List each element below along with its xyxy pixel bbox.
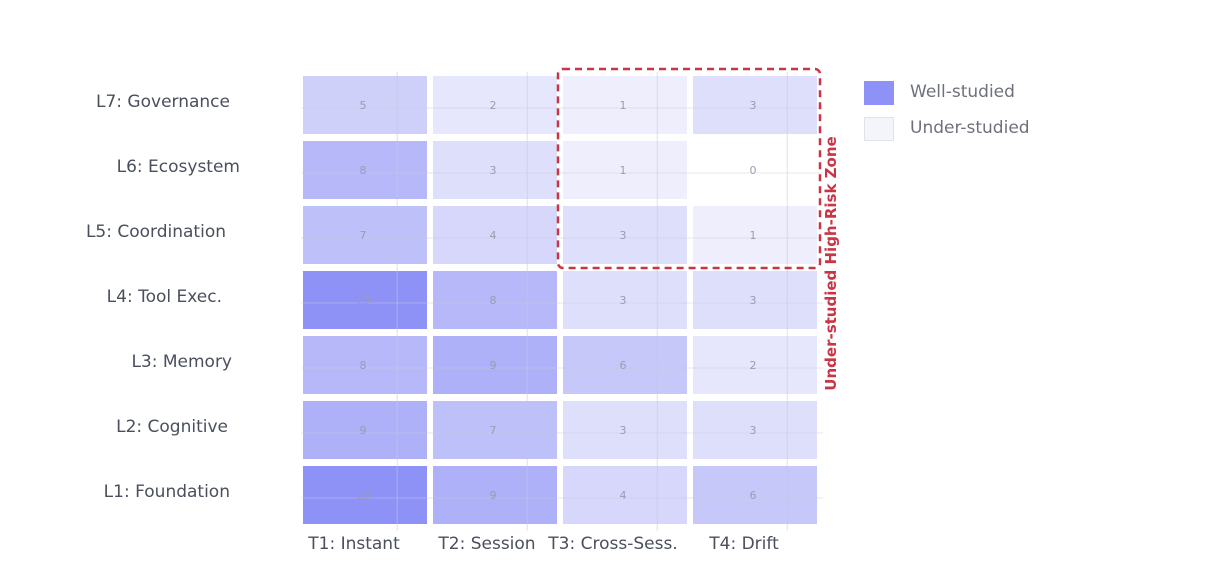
cell-l2-t4 bbox=[693, 401, 817, 459]
column-label: T1: Instant bbox=[308, 534, 400, 554]
value-label: 9 bbox=[360, 424, 367, 437]
value-label: 3 bbox=[750, 424, 757, 437]
row-label: L7: Governance bbox=[96, 92, 230, 112]
value-label: 4 bbox=[490, 229, 497, 242]
value-label: 3 bbox=[750, 99, 757, 112]
value-label: 8 bbox=[360, 359, 367, 372]
cell-l6-t2 bbox=[433, 141, 557, 199]
cell-l5-t4 bbox=[693, 206, 817, 264]
legend-swatch-well-studied bbox=[864, 81, 894, 105]
row-label: L2: Cognitive bbox=[116, 417, 228, 437]
cell-l5-t1 bbox=[303, 206, 427, 264]
value-label: 6 bbox=[750, 489, 757, 502]
row-label: L3: Memory bbox=[131, 352, 232, 372]
value-label: 3 bbox=[620, 294, 627, 307]
column-label: T3: Cross-Sess. bbox=[548, 534, 678, 554]
value-label: 3 bbox=[620, 229, 627, 242]
cell-l3-t1 bbox=[303, 336, 427, 394]
value-label: 2 bbox=[750, 359, 757, 372]
value-label: 8 bbox=[360, 164, 367, 177]
value-label: 1 bbox=[620, 99, 627, 112]
cell-l1-t1 bbox=[303, 466, 427, 524]
cell-l4-t3 bbox=[563, 271, 687, 329]
value-label: 9 bbox=[490, 489, 497, 502]
cell-l1-t2 bbox=[433, 466, 557, 524]
cell-l1-t4 bbox=[693, 466, 817, 524]
value-label: 9 bbox=[490, 359, 497, 372]
column-label: T2: Session bbox=[438, 534, 536, 554]
cell-l7-t4 bbox=[693, 76, 817, 134]
cell-l3-t3 bbox=[563, 336, 687, 394]
legend-label-well-studied: Well-studied bbox=[910, 82, 1015, 102]
cell-l3-t4 bbox=[693, 336, 817, 394]
row-label: L6: Ecosystem bbox=[116, 157, 240, 177]
value-label: 2 bbox=[490, 99, 497, 112]
annotation-box bbox=[556, 67, 822, 270]
cell-l2-t1 bbox=[303, 401, 427, 459]
legend-swatch-under-studied bbox=[864, 117, 894, 141]
value-label: 7 bbox=[490, 424, 497, 437]
cell-l7-t3 bbox=[563, 76, 687, 134]
grid-lines bbox=[301, 72, 823, 531]
value-label: 7 bbox=[360, 229, 367, 242]
cell-l3-t2 bbox=[433, 336, 557, 394]
cell-l5-t3 bbox=[563, 206, 687, 264]
cell-l4-t4 bbox=[693, 271, 817, 329]
value-label: 6 bbox=[620, 359, 627, 372]
legend-label-under-studied: Under-studied bbox=[910, 118, 1030, 138]
cell-l1-t3 bbox=[563, 466, 687, 524]
cell-l6-t3 bbox=[563, 141, 687, 199]
cell-l7-t1 bbox=[303, 76, 427, 134]
cell-l6-t1 bbox=[303, 141, 427, 199]
value-label: 3 bbox=[620, 424, 627, 437]
cell-l2-t3 bbox=[563, 401, 687, 459]
cell-l7-t2 bbox=[433, 76, 557, 134]
value-label: 3 bbox=[750, 294, 757, 307]
column-label: T4: Drift bbox=[709, 534, 779, 554]
row-label: L5: Coordination bbox=[85, 222, 226, 242]
row-label: L1: Foundation bbox=[103, 482, 230, 502]
value-label: 13 bbox=[356, 489, 370, 502]
cell-l5-t2 bbox=[433, 206, 557, 264]
cell-l6-t4 bbox=[693, 141, 817, 199]
cell-l4-t2 bbox=[433, 271, 557, 329]
cell-l4-t1 bbox=[303, 271, 427, 329]
value-label: 3 bbox=[490, 164, 497, 177]
value-label: 8 bbox=[490, 294, 497, 307]
value-label: 0 bbox=[750, 164, 757, 177]
value-label: 1 bbox=[620, 164, 627, 177]
value-label: 5 bbox=[360, 99, 367, 112]
value-label: 1 bbox=[750, 229, 757, 242]
value-label: 4 bbox=[620, 489, 627, 502]
row-label: L4: Tool Exec. bbox=[106, 287, 222, 307]
value-label: 13 bbox=[356, 294, 370, 307]
cell-l2-t2 bbox=[433, 401, 557, 459]
annotation-label: Under-studied High-Risk Zone bbox=[822, 136, 840, 390]
